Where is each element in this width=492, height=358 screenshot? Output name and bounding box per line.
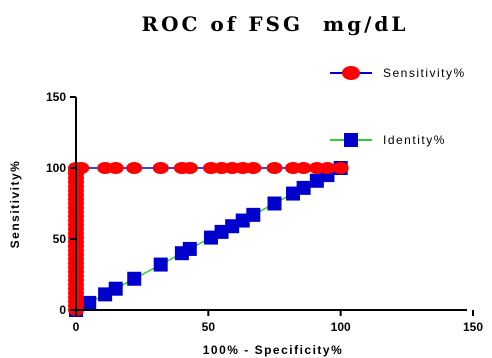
sensitivity-point (181, 162, 198, 174)
identity-point (82, 295, 97, 310)
sensitivity-point (73, 162, 90, 174)
y-ticks: 0 50 100 150 (46, 90, 76, 317)
y-tick-label: 0 (59, 303, 66, 317)
y-tick-label: 150 (46, 90, 66, 104)
y-axis-label: Sensitivity% (8, 160, 22, 249)
legend-square-marker (344, 133, 358, 147)
x-axis-label: 100% - Specificity% (203, 343, 344, 357)
identity-point (98, 287, 113, 302)
x-tick-label: 0 (73, 320, 80, 334)
identity-point (182, 241, 197, 256)
legend-circle-marker (342, 66, 360, 80)
sensitivity-point (295, 162, 312, 174)
x-ticks: 0 50 100 150 (73, 310, 483, 334)
sensitivity-point (319, 162, 336, 174)
identity-point (286, 186, 301, 201)
identity-point (267, 196, 282, 211)
identity-point (108, 281, 123, 296)
identity-point (296, 180, 311, 195)
identity-point (246, 207, 261, 222)
sensitivity-point (152, 162, 169, 174)
sensitivity-point (107, 162, 124, 174)
sensitivity-point (126, 162, 143, 174)
sensitivity-point (245, 162, 262, 174)
identity-point (127, 271, 142, 286)
sensitivity-point (332, 162, 349, 174)
legend-label: Sensitivity% (383, 66, 466, 80)
y-tick-label: 50 (53, 232, 67, 246)
x-tick-label: 150 (463, 320, 483, 334)
y-tick-label: 100 (46, 161, 66, 175)
identity-point (214, 224, 229, 239)
data-markers (68, 161, 349, 317)
identity-point (153, 257, 168, 272)
identity-point (225, 219, 240, 234)
sensitivity-point (266, 162, 283, 174)
x-tick-label: 50 (202, 320, 216, 334)
chart-title: ROC of FSG mg/dL (142, 12, 409, 36)
identity-point (235, 213, 250, 228)
legend-label: Identity% (383, 133, 446, 147)
x-tick-label: 100 (331, 320, 351, 334)
identity-point (203, 230, 218, 245)
identity-point (309, 173, 324, 188)
legend: Sensitivity% Identity% (330, 66, 466, 147)
